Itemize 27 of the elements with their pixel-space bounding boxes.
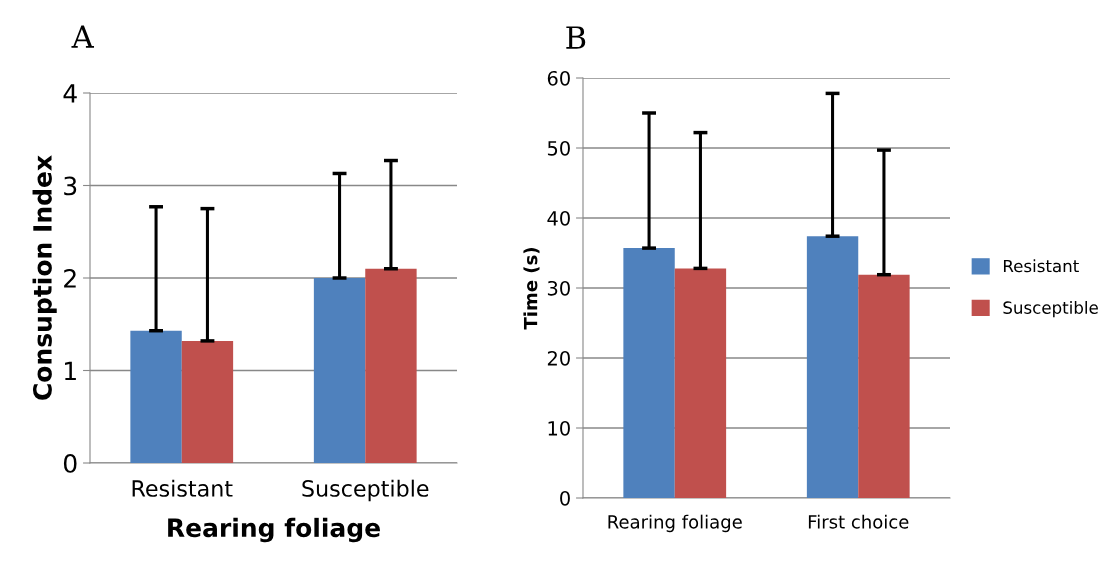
- y-tick-label: 50: [547, 140, 570, 156]
- bar: [130, 330, 182, 463]
- x-tick-label: First choice: [808, 514, 909, 529]
- y-axis-title: Consuption Index: [32, 155, 57, 400]
- y-tick-label: 20: [547, 350, 570, 366]
- y-tick-label: 10: [548, 420, 570, 436]
- bar: [806, 236, 859, 498]
- y-axis-title: Time (s): [523, 248, 540, 330]
- legend-label: Resistant: [1003, 259, 1079, 273]
- bar: [858, 274, 910, 498]
- y-tick-label: 0: [63, 453, 77, 473]
- y-tick-label: 3: [64, 176, 77, 196]
- bar: [181, 340, 234, 463]
- y-tick-label: 40: [547, 210, 570, 226]
- bar: [313, 278, 366, 463]
- y-tick-label: 2: [64, 268, 76, 288]
- chart-title: B: [566, 26, 586, 49]
- y-tick-label: 0: [560, 490, 570, 506]
- y-tick-label: 4: [63, 84, 77, 103]
- y-tick-label: 60: [547, 70, 570, 86]
- chart-title: A: [71, 25, 95, 48]
- bar: [623, 248, 675, 498]
- legend-label: Susceptible: [1003, 301, 1098, 318]
- y-tick-label: 1: [65, 361, 76, 380]
- bar: [674, 268, 727, 498]
- bar: [365, 268, 417, 463]
- y-tick-label: 30: [547, 280, 570, 296]
